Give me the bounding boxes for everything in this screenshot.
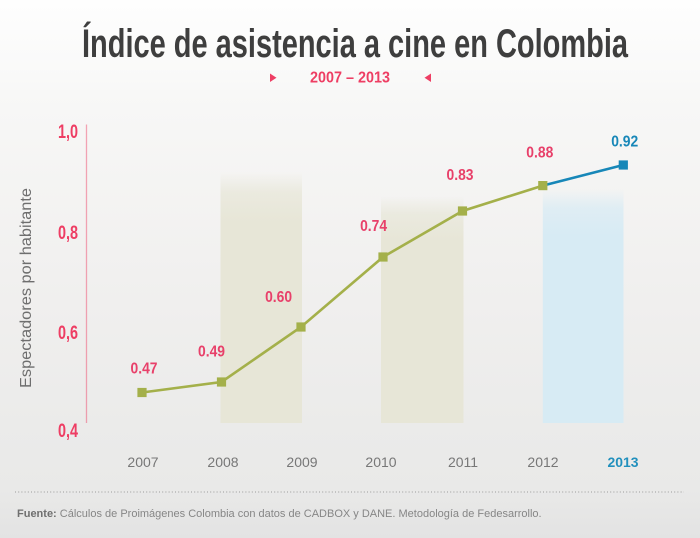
svg-text:2008: 2008: [207, 454, 238, 470]
svg-text:0,8: 0,8: [58, 223, 78, 244]
svg-text:Fuente: Cálculos de Proimágene: Fuente: Cálculos de Proimágenes Colombia…: [17, 508, 542, 520]
svg-text:0,4: 0,4: [58, 421, 78, 442]
svg-text:2011: 2011: [448, 454, 478, 470]
svg-text:0.88: 0.88: [526, 145, 553, 162]
svg-text:0.49: 0.49: [198, 344, 225, 361]
svg-text:2009: 2009: [286, 454, 317, 470]
svg-text:0.60: 0.60: [265, 289, 292, 306]
svg-text:2007: 2007: [127, 454, 158, 470]
svg-text:0.74: 0.74: [360, 218, 387, 235]
svg-text:2012: 2012: [527, 454, 558, 470]
svg-text:2013: 2013: [608, 454, 639, 470]
svg-text:Índice de asistencia a cine en: Índice de asistencia a cine en Colombia: [82, 21, 629, 66]
svg-text:1,0: 1,0: [58, 122, 78, 143]
svg-text:Espectadores por habitante: Espectadores por habitante: [18, 188, 35, 388]
svg-text:0.83: 0.83: [447, 167, 474, 184]
svg-text:0.47: 0.47: [131, 361, 158, 378]
svg-text:2007 – 2013: 2007 – 2013: [310, 70, 390, 87]
svg-text:0.92: 0.92: [611, 134, 638, 151]
svg-text:0,6: 0,6: [58, 323, 78, 344]
svg-text:2010: 2010: [365, 454, 396, 470]
